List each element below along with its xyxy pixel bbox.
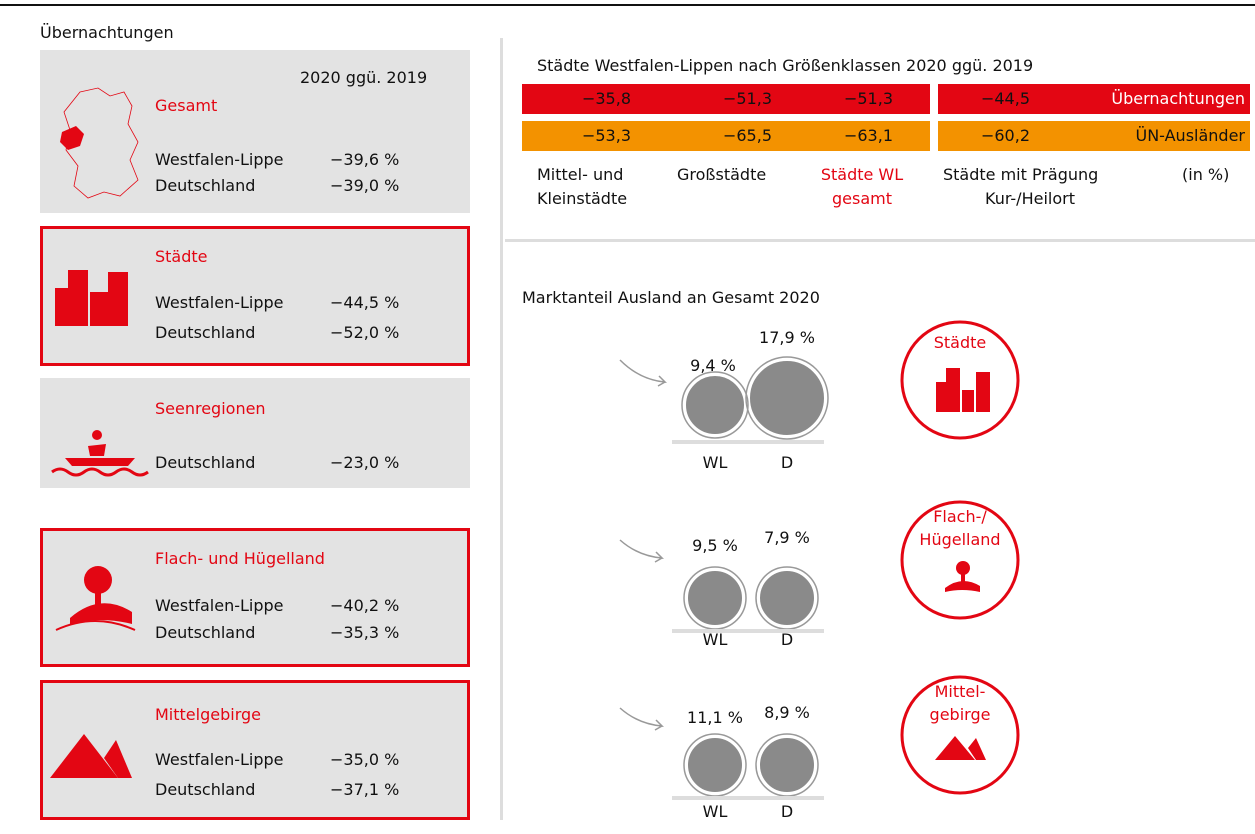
column-label: Städte mit Prägung — [943, 165, 1099, 184]
row-label: Westfalen-Lippe — [155, 293, 284, 312]
row-label: Übernachtungen — [1111, 89, 1245, 108]
panel-title: Seenregionen — [155, 399, 266, 418]
panel-title: Städte — [155, 247, 208, 266]
row-label: Deutschland — [155, 623, 256, 642]
bar — [522, 84, 930, 114]
region-icon — [60, 126, 84, 150]
column-label: Kleinstädte — [537, 189, 628, 208]
row-label: Westfalen-Lippe — [155, 596, 284, 615]
share-label: 7,9 % — [764, 528, 810, 547]
market-title: Marktanteil Ausland an Gesamt 2020 — [522, 288, 820, 307]
table-value: −53,3 — [581, 126, 631, 145]
table-value: −51,3 — [722, 89, 772, 108]
panel-title: Mittelgebirge — [155, 705, 261, 724]
bar — [522, 121, 930, 151]
table-title: Städte Westfalen-Lippen nach Größenklass… — [537, 56, 1034, 75]
table-value: −35,8 — [581, 89, 631, 108]
share-label: 11,1 % — [687, 708, 743, 727]
row-value: −35,0 % — [330, 750, 400, 769]
badge-label: Mittel- — [934, 682, 986, 701]
divider — [500, 38, 503, 820]
share-label: 8,9 % — [764, 703, 810, 722]
badge-label: Hügelland — [919, 530, 1001, 549]
row-label: Westfalen-Lippe — [155, 750, 284, 769]
globe-label: D — [780, 630, 794, 649]
share-label: 9,5 % — [692, 536, 738, 555]
row-label: ÜN-Ausländer — [1135, 126, 1246, 145]
row-value: −39,0 % — [330, 176, 400, 195]
row-label: Deutschland — [155, 323, 256, 342]
column-label: Kur-/Heilort — [985, 189, 1075, 208]
table-value: −63,1 — [843, 126, 893, 145]
column-label: Städte WL — [820, 165, 904, 184]
badge-label: Städte — [933, 333, 987, 352]
badge-label: gebirge — [929, 705, 991, 724]
row-value: −35,3 % — [330, 623, 400, 642]
globe-label: D — [780, 802, 794, 821]
panel — [40, 50, 470, 213]
panel — [40, 378, 470, 488]
mountain-icon — [50, 734, 132, 778]
panel-title: Gesamt — [155, 96, 218, 115]
share-label: 17,9 % — [759, 328, 815, 347]
section-title: Übernachtungen — [40, 23, 174, 42]
top-rule — [0, 4, 1255, 6]
globe-label: D — [780, 453, 794, 472]
table-value: −65,5 — [722, 126, 772, 145]
column-header: 2020 ggü. 2019 — [300, 68, 428, 87]
unit: (in %) — [1182, 165, 1230, 184]
canoe-icon — [51, 430, 149, 477]
row-label: Deutschland — [155, 780, 256, 799]
table-value: −60,2 — [980, 126, 1030, 145]
row-value: −37,1 % — [330, 780, 400, 799]
badge-label: Flach-/ — [933, 507, 987, 526]
row-value: −40,2 % — [330, 596, 400, 615]
panel — [40, 528, 470, 667]
bar — [938, 84, 1250, 114]
hill-icon — [55, 566, 136, 631]
badge-icons — [935, 368, 990, 760]
globes — [619, 356, 829, 800]
panel-title: Flach- und Hügelland — [155, 549, 325, 568]
row-value: −44,5 % — [330, 293, 400, 312]
share-label: 9,4 % — [690, 356, 736, 375]
table-value: −51,3 — [843, 89, 893, 108]
divider — [505, 239, 1255, 242]
globe-label: WL — [702, 802, 728, 821]
column-label: Großstädte — [677, 165, 767, 184]
globe-label: WL — [702, 630, 728, 649]
table-value: −44,5 — [980, 89, 1030, 108]
row-label: Deutschland — [155, 176, 256, 195]
bar — [938, 121, 1250, 151]
row-value: −39,6 % — [330, 150, 400, 169]
row-label: Deutschland — [155, 453, 256, 472]
row-label: Westfalen-Lippe — [155, 150, 284, 169]
globe-label: WL — [702, 453, 728, 472]
column-label: Mittel- und — [537, 165, 624, 184]
row-value: −52,0 % — [330, 323, 400, 342]
city-icon — [55, 270, 128, 326]
row-value: −23,0 % — [330, 453, 400, 472]
column-label: gesamt — [832, 189, 892, 208]
